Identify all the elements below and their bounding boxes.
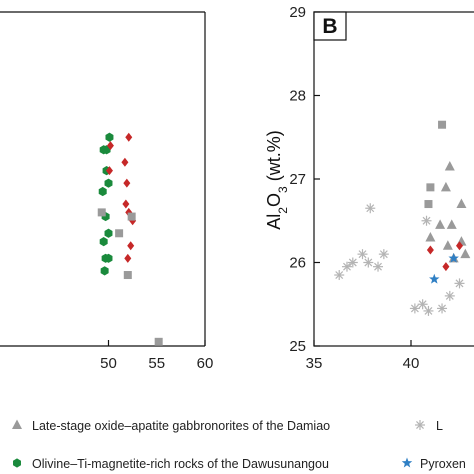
legend-marker-asterisk — [415, 420, 425, 430]
panel-a: 50 55 60 — [0, 11, 214, 372]
pyroxenite-point — [429, 273, 440, 284]
squares-point — [154, 337, 163, 346]
lherz-point — [409, 303, 420, 314]
lherz-point — [357, 249, 368, 260]
legend-marker-triangle — [12, 419, 22, 429]
lherz-point — [421, 215, 432, 226]
lherz-point — [334, 270, 345, 281]
late_stage-point — [435, 219, 446, 229]
legend-label: Olivine–Ti-magnetite-rich rocks of the D… — [32, 457, 329, 471]
y-tick-label: 27 — [289, 171, 306, 188]
squares-point — [123, 271, 132, 280]
panel-letter-b: B — [322, 15, 337, 38]
squares-point — [426, 183, 435, 192]
olivine-point — [99, 237, 108, 247]
red-point — [123, 178, 131, 188]
y-tick-label: 26 — [289, 255, 306, 272]
red-point — [121, 157, 129, 167]
olivine-point — [104, 228, 113, 238]
lherz-point — [373, 261, 384, 272]
late_stage-point — [456, 198, 467, 209]
olivine-point — [100, 266, 109, 276]
late_stage-point — [425, 231, 436, 242]
legend: Late-stage oxide–apatite gabbronorites o… — [12, 419, 466, 471]
y-tick-label: 28 — [289, 88, 306, 105]
lherz-point — [417, 299, 428, 310]
red-point — [127, 241, 135, 251]
y-axis-label: Al2O3 (wt.%) — [264, 130, 290, 229]
panel-letter-box — [313, 11, 347, 41]
panel-b: B Al2O3 (wt.%) 35 40 25 26 27 28 29 — [264, 4, 474, 372]
late_stage-point — [460, 248, 471, 259]
late_stage-point — [446, 219, 457, 229]
red-point — [426, 245, 434, 255]
squares-point — [115, 229, 124, 238]
x-tick-label: 40 — [403, 355, 420, 372]
red-point — [456, 241, 463, 251]
red-point — [122, 199, 130, 209]
red-point — [124, 253, 132, 263]
red-point — [106, 141, 114, 151]
y-tick-label: 25 — [289, 338, 306, 355]
y-tick-label: 29 — [289, 4, 306, 21]
lherz-point — [341, 261, 352, 272]
late_stage-point — [444, 160, 455, 171]
late_stage-point — [440, 181, 451, 192]
red-point — [442, 262, 450, 272]
legend-label: L — [436, 419, 443, 433]
lherz-point — [423, 305, 434, 316]
legend-marker-star — [401, 457, 413, 468]
pyroxenite-point — [448, 252, 459, 263]
olivine-point — [98, 186, 107, 197]
lherz-point — [365, 203, 376, 214]
x-tick-label: 55 — [148, 355, 165, 372]
squares-point — [424, 200, 433, 209]
lherz-point — [444, 290, 455, 301]
legend-label: Pyroxen — [420, 457, 466, 471]
squares-point — [127, 212, 136, 221]
squares-point — [97, 208, 106, 217]
legend-marker-hexagon — [13, 458, 21, 468]
red-point — [105, 166, 113, 176]
olivine-point — [105, 132, 114, 142]
x-tick-label: 60 — [197, 355, 214, 372]
x-tick-label: 35 — [306, 355, 323, 372]
squares-point — [438, 120, 447, 129]
lherz-point — [437, 303, 448, 314]
olivine-point — [104, 178, 113, 188]
lherz-point — [347, 257, 358, 268]
olivine-point — [104, 253, 113, 263]
lherz-point — [454, 278, 465, 289]
late_stage-point — [442, 240, 453, 250]
lherz-point — [363, 257, 374, 268]
x-tick-label: 50 — [100, 355, 117, 372]
lherz-point — [378, 249, 389, 260]
legend-label: Late-stage oxide–apatite gabbronorites o… — [32, 419, 330, 433]
red-point — [125, 132, 133, 142]
